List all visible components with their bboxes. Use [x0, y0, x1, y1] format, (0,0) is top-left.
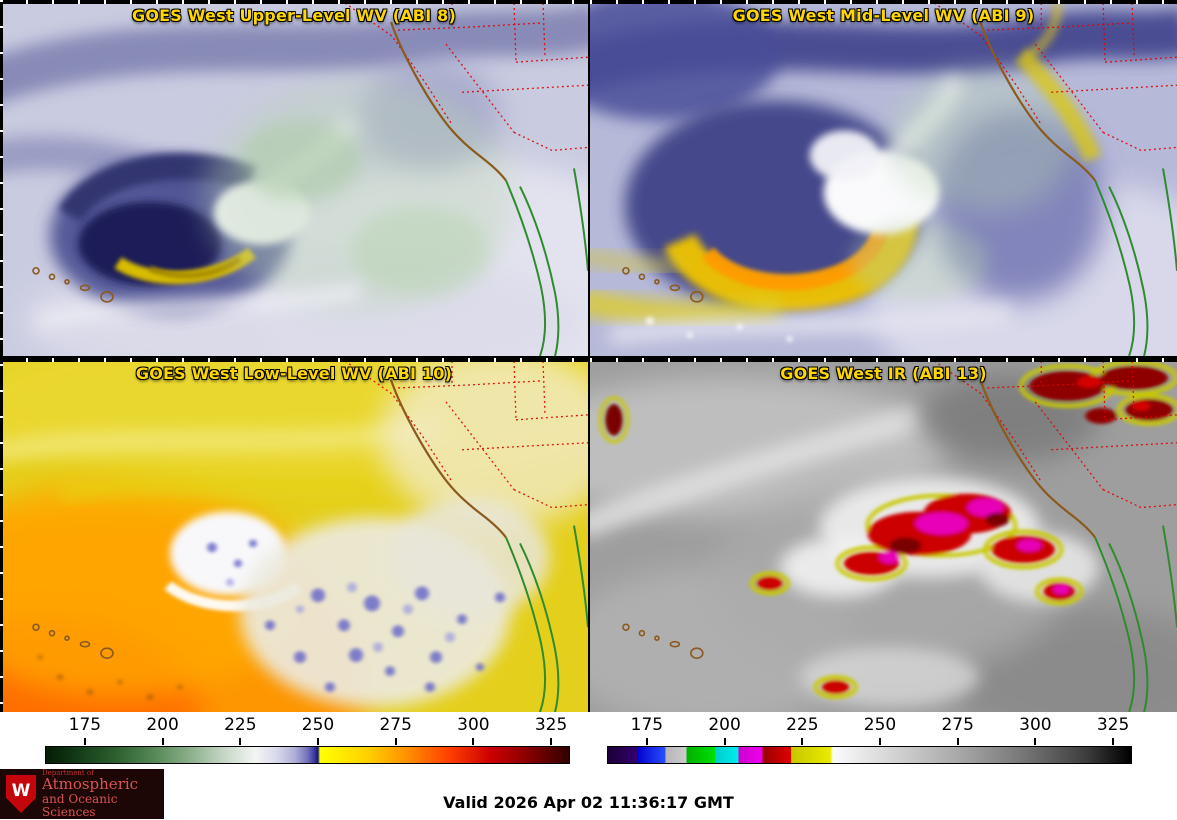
- tick-mark: [645, 738, 648, 745]
- tick-label: 275: [379, 715, 412, 735]
- ir-colorbar-group: 175 200 225 250 275 300 325: [607, 715, 1132, 767]
- wv-colorbar-tickmarks: [45, 738, 570, 746]
- tick-mark: [239, 738, 242, 745]
- ir-colorbar-labels: 175 200 225 250 275 300 325: [607, 715, 1132, 738]
- logo-department-line: Department of: [42, 768, 94, 777]
- tick-mark: [1034, 738, 1037, 745]
- panel-title-ir: GOES West IR (ABI 13): [780, 364, 987, 383]
- satellite-panel-grid: GOES West Upper-Level WV (ABI 8): [0, 0, 1177, 712]
- upper-level-wv-imagery: [0, 0, 588, 356]
- tick-mark: [472, 738, 475, 745]
- enhanced-cold-cloud-tops: [749, 493, 1084, 700]
- tick-mark: [723, 738, 726, 745]
- tick-label: 250: [863, 715, 897, 735]
- tick-label: 300: [457, 715, 490, 735]
- tick-label: 325: [534, 715, 568, 735]
- tick-mark: [394, 738, 397, 745]
- panel-title-low-wv: GOES West Low-Level WV (ABI 10): [135, 364, 453, 383]
- lat-lon-tick-strip: [590, 358, 1177, 362]
- tick-label: 300: [1019, 715, 1052, 735]
- low-level-wv-imagery: [0, 358, 588, 712]
- tick-mark: [83, 738, 86, 745]
- tick-mark: [161, 738, 164, 745]
- panel-low-level-wv: GOES West Low-Level WV (ABI 10): [0, 358, 588, 712]
- tick-mark: [956, 738, 959, 745]
- tick-label: 250: [301, 715, 335, 735]
- tick-label: 275: [941, 715, 974, 735]
- lat-lon-tick-strip: [0, 0, 588, 4]
- ir-imagery: [590, 358, 1177, 712]
- footer: W Department of Atmospheric and Oceanic …: [0, 768, 1177, 820]
- tick-mark: [879, 738, 881, 745]
- logo-line1: Atmospheric: [42, 775, 139, 794]
- tick-label: 200: [146, 715, 179, 735]
- valid-time: Valid 2026 Apr 02 11:36:17 GMT: [443, 793, 734, 812]
- panel-title-upper-wv: GOES West Upper-Level WV (ABI 8): [132, 6, 456, 25]
- tick-label: 200: [708, 715, 741, 735]
- mid-level-wv-imagery: [590, 0, 1177, 356]
- tick-label: 225: [224, 715, 257, 735]
- tick-mark: [1112, 738, 1115, 745]
- colorbar-row: 175 200 225 250 275 300 325 175: [0, 712, 1177, 768]
- uw-aos-logo: W Department of Atmospheric and Oceanic …: [0, 769, 164, 819]
- tick-mark: [801, 738, 804, 745]
- wv-colorbar: [45, 746, 570, 764]
- tick-label: 325: [1096, 715, 1130, 735]
- enhanced-cold-tops-northwest: [1019, 359, 1177, 426]
- ir-colorbar-tickmarks: [607, 738, 1132, 746]
- tick-label: 225: [786, 715, 819, 735]
- tick-mark: [317, 738, 319, 745]
- tick-label: 175: [68, 715, 102, 735]
- uw-aos-logo-text: Department of Atmospheric and Oceanic Sc…: [42, 768, 158, 819]
- tick-mark: [550, 738, 553, 745]
- logo-line2: and Oceanic Sciences: [42, 791, 118, 819]
- panel-mid-level-wv: GOES West Mid-Level WV (ABI 9): [590, 0, 1177, 356]
- panel-title-mid-wv: GOES West Mid-Level WV (ABI 9): [732, 6, 1035, 25]
- ir-colorbar: [607, 746, 1132, 764]
- lat-lon-tick-strip-left: [0, 0, 3, 712]
- wv-colorbar-labels: 175 200 225 250 275 300 325: [45, 715, 570, 738]
- lat-lon-tick-strip: [0, 358, 588, 362]
- panel-upper-level-wv: GOES West Upper-Level WV (ABI 8): [0, 0, 588, 356]
- panel-ir: GOES West IR (ABI 13): [590, 358, 1177, 712]
- wv-colorbar-group: 175 200 225 250 275 300 325: [45, 715, 570, 767]
- tick-label: 175: [630, 715, 664, 735]
- lat-lon-tick-strip: [590, 0, 1177, 4]
